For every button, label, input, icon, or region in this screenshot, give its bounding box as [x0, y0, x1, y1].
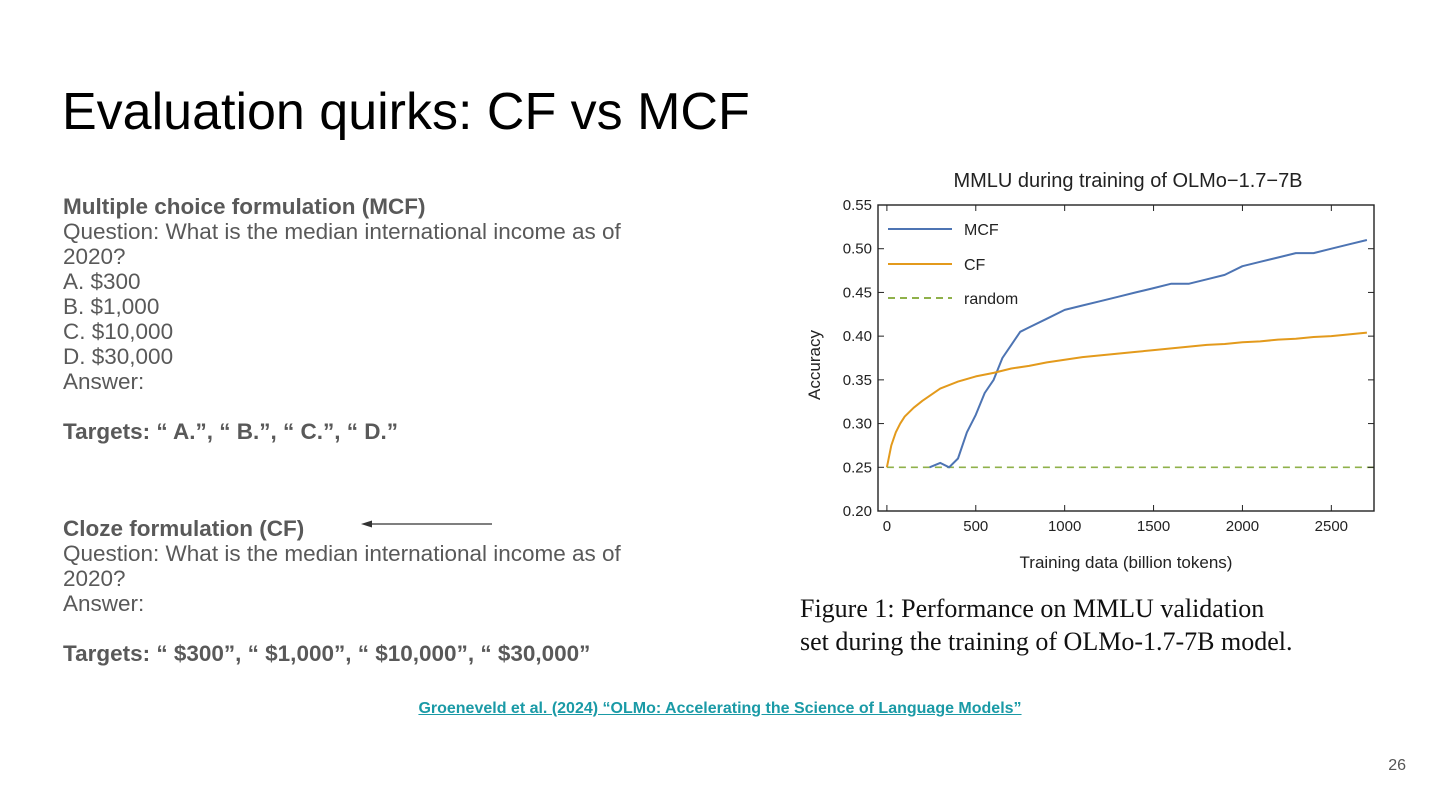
citation-link[interactable]: Groeneveld et al. (2024) “OLMo: Accelera… — [418, 700, 1022, 717]
spacer — [63, 394, 621, 419]
x-tick-label: 500 — [963, 518, 988, 535]
mcf-targets: Targets: “ A.”, “ B.”, “ C.”, “ D.” — [63, 419, 399, 444]
mcf-question-line2: 2020? — [63, 244, 126, 269]
mcf-heading: Multiple choice formulation (MCF) — [63, 194, 426, 219]
y-tick-label: 0.55 — [843, 197, 872, 214]
y-tick-label: 0.20 — [843, 503, 872, 520]
spacer — [63, 616, 621, 641]
y-tick-label: 0.25 — [843, 459, 872, 476]
x-tick-label: 2000 — [1226, 518, 1259, 535]
chart-ylabel: Accuracy — [805, 330, 824, 400]
slide-title: Evaluation quirks: CF vs MCF — [62, 83, 750, 141]
series-line-mcf — [929, 239, 1368, 469]
cf-question-line1: Question: What is the median internation… — [63, 541, 621, 566]
x-tick-label: 2500 — [1315, 518, 1348, 535]
cf-question-line2: 2020? — [63, 566, 126, 591]
y-tick-label: 0.45 — [843, 284, 872, 301]
mcf-option-a: A. $300 — [63, 269, 141, 294]
series-line-cf — [885, 331, 1368, 468]
mcf-option-c: C. $10,000 — [63, 319, 174, 344]
chart-title: MMLU during training of OLMo−1.7−7B — [953, 170, 1302, 192]
cf-section: Cloze formulation (CF) Question: What is… — [63, 516, 621, 666]
y-tick-label: 0.35 — [843, 372, 872, 389]
y-tick-label: 0.50 — [843, 241, 872, 258]
mcf-answer: Answer: — [63, 369, 145, 394]
caption-line1: Figure 1: Performance on MMLU validation — [800, 594, 1265, 623]
page-number: 26 — [1388, 757, 1406, 774]
cf-heading: Cloze formulation (CF) — [63, 516, 305, 541]
legend-label: MCF — [964, 222, 999, 239]
mcf-question-line1: Question: What is the median internation… — [63, 219, 621, 244]
caption-line2: set during the training of OLMo-1.7-7B m… — [800, 627, 1293, 656]
chart-xlabel: Training data (billion tokens) — [1020, 553, 1233, 572]
x-tick-label: 1000 — [1048, 518, 1081, 535]
mcf-option-d: D. $30,000 — [63, 344, 174, 369]
figure-caption: Figure 1: Performance on MMLU validation… — [800, 592, 1292, 658]
cf-answer: Answer: — [63, 591, 145, 616]
legend-label: random — [964, 291, 1018, 308]
mcf-section: Multiple choice formulation (MCF) Questi… — [63, 194, 621, 444]
cf-targets: Targets: “ $300”, “ $1,000”, “ $10,000”,… — [63, 641, 591, 666]
legend-label: CF — [964, 257, 986, 274]
citation: Groeneveld et al. (2024) “OLMo: Accelera… — [0, 700, 1440, 718]
mmlu-chart: MMLU during training of OLMo−1.7−7B 0.20… — [805, 170, 1375, 572]
mcf-option-b: B. $1,000 — [63, 294, 160, 319]
x-tick-label: 0 — [883, 518, 891, 535]
y-tick-label: 0.30 — [843, 416, 872, 433]
plot-frame — [877, 204, 1375, 512]
pointer-arrow-icon — [361, 520, 492, 528]
x-tick-label: 1500 — [1137, 518, 1170, 535]
y-tick-label: 0.40 — [843, 328, 872, 345]
